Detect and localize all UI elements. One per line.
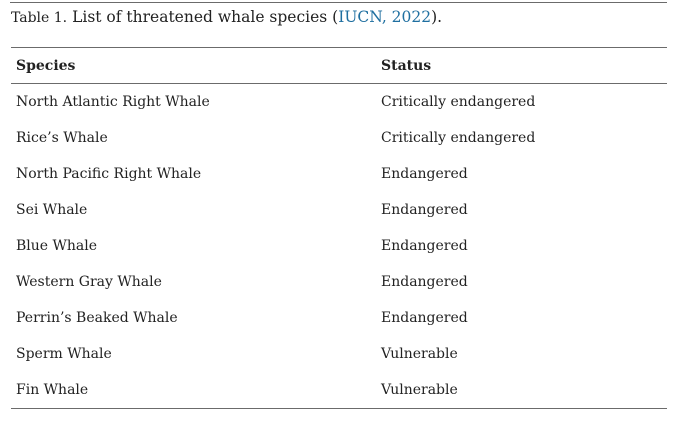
status-cell: Endangered bbox=[381, 274, 468, 290]
table-header-row: Species Status bbox=[11, 47, 667, 84]
status-cell: Vulnerable bbox=[376, 372, 667, 409]
status-cell: Critically endangered bbox=[381, 94, 536, 110]
top-rule bbox=[10, 2, 667, 3]
status-cell: Endangered bbox=[381, 238, 468, 254]
column-header-status: Status bbox=[376, 47, 667, 84]
status-cell: Vulnerable bbox=[381, 346, 458, 362]
species-cell: Rice’s Whale bbox=[16, 130, 108, 146]
table-row: Fin Whale Vulnerable bbox=[11, 372, 667, 409]
species-cell: Fin Whale bbox=[11, 372, 376, 409]
status-cell: Critically endangered bbox=[381, 130, 536, 146]
table-caption: Table 1. List of threatened whale specie… bbox=[11, 6, 442, 29]
column-header-species: Species bbox=[11, 47, 376, 84]
table-row: Perrin’s Beaked Whale Endangered bbox=[11, 300, 667, 336]
citation-link[interactable]: IUCN, 2022 bbox=[338, 8, 432, 26]
table-row: Sei Whale Endangered bbox=[11, 192, 667, 228]
caption-text: List of threatened whale species ( bbox=[67, 8, 339, 26]
table-row: North Atlantic Right Whale Critically en… bbox=[11, 84, 667, 121]
table-row: Western Gray Whale Endangered bbox=[11, 264, 667, 300]
species-cell: Blue Whale bbox=[16, 238, 98, 254]
status-cell: Endangered bbox=[381, 310, 468, 326]
table-label: Table 1. bbox=[11, 10, 68, 26]
table-row: North Pacific Right Whale Endangered bbox=[11, 156, 667, 192]
species-cell: North Atlantic Right Whale bbox=[16, 94, 210, 110]
species-cell: North Pacific Right Whale bbox=[16, 166, 202, 182]
species-table: Species Status North Atlantic Right Whal… bbox=[11, 47, 667, 409]
species-cell: Sei Whale bbox=[16, 202, 88, 218]
table-row: Rice’s Whale Critically endangered bbox=[11, 120, 667, 156]
species-cell: Sperm Whale bbox=[16, 346, 112, 362]
status-cell: Endangered bbox=[381, 202, 468, 218]
species-cell: Perrin’s Beaked Whale bbox=[16, 310, 178, 326]
caption-text-end: ). bbox=[431, 8, 443, 26]
status-cell: Endangered bbox=[381, 166, 468, 182]
table-row: Sperm Whale Vulnerable bbox=[11, 336, 667, 372]
species-cell: Western Gray Whale bbox=[16, 274, 162, 290]
table-row: Blue Whale Endangered bbox=[11, 228, 667, 264]
